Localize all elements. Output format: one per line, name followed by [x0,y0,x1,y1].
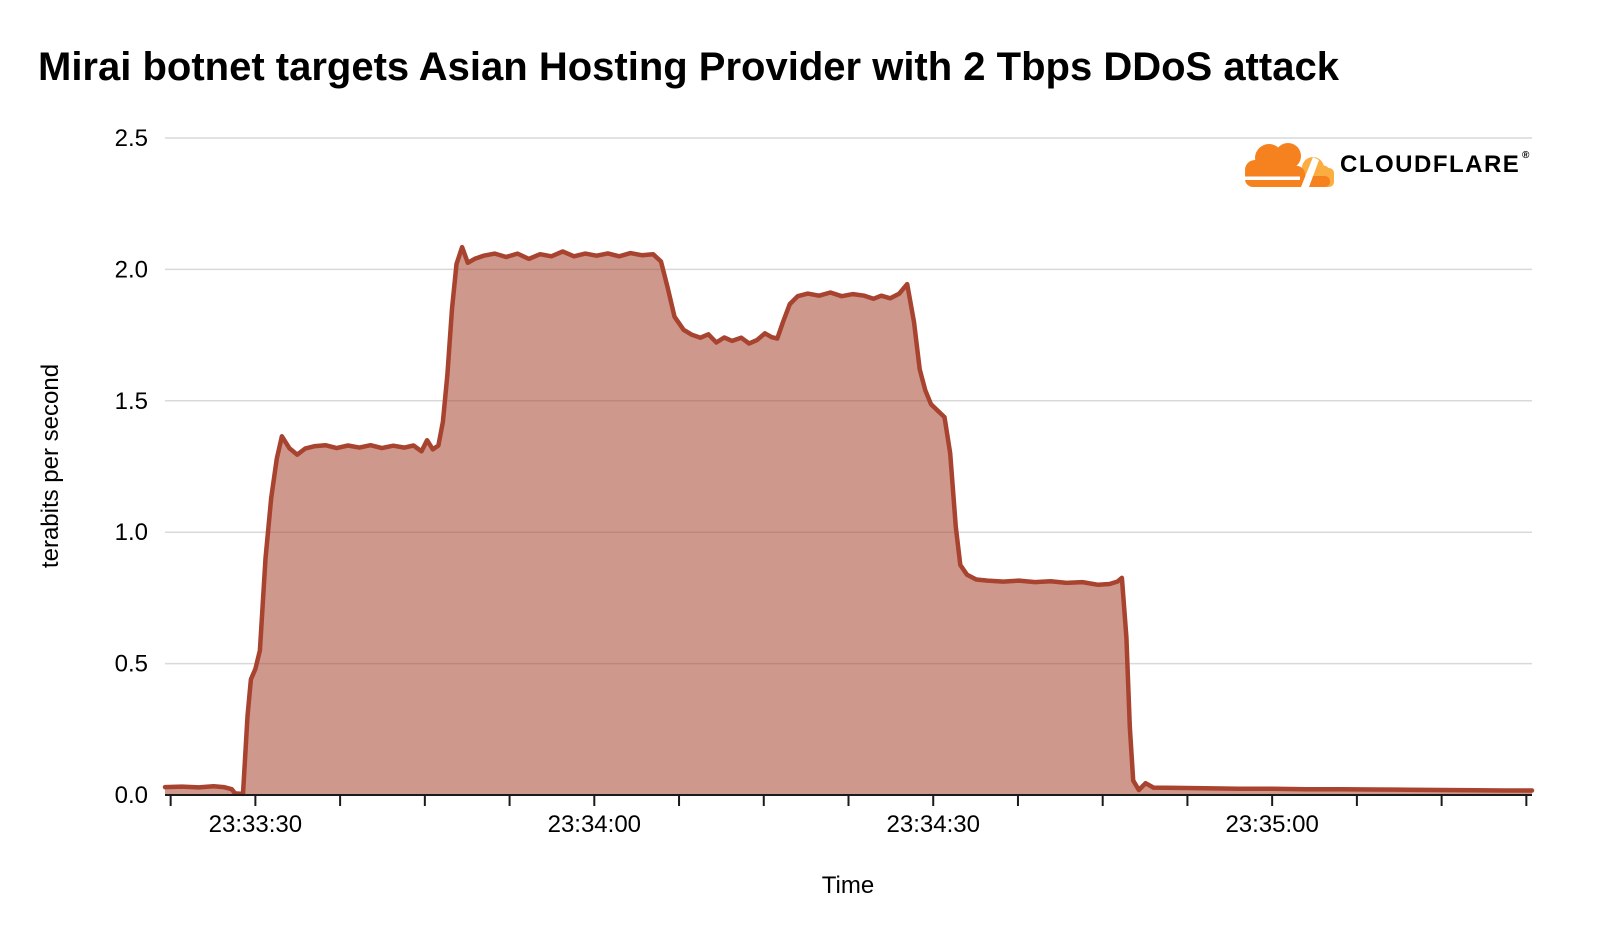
cloudflare-wordmark: CLOUDFLARE [1340,151,1520,178]
y-tick-label: 1.5 [115,388,148,415]
logo-slat-cut [1243,176,1300,180]
y-tick-label: 0.5 [115,651,148,678]
x-axis-title: Time [822,872,874,899]
logo-flash-cut [1301,157,1319,187]
x-tick-label: 23:35:00 [1225,811,1318,838]
x-tick-label: 23:34:00 [548,811,641,838]
cloudflare-cloud-icon [1243,143,1334,187]
attack-traffic-area [165,247,1532,796]
y-tick-label: 0.0 [115,782,148,809]
chart-title: Mirai botnet targets Asian Hosting Provi… [38,45,1340,89]
attack-traffic-line [162,244,1535,797]
y-tick-label: 2.0 [115,256,148,283]
cloudflare-logo: CLOUDFLARE ® [1243,143,1530,187]
x-tick-marks [169,795,1528,806]
registered-trademark-mark: ® [1522,150,1530,161]
x-tick-label: 23:34:30 [887,811,980,838]
y-tick-label: 2.5 [115,125,148,152]
y-tick-labels: 0.0 0.5 1.0 1.5 2.0 2.5 [115,125,148,809]
x-tick-label: 23:33:30 [209,811,302,838]
y-axis-title: terabits per second [37,364,64,568]
x-tick-labels: 23:33:30 23:34:00 23:34:30 23:35:00 [209,811,1319,838]
y-tick-label: 1.0 [115,519,148,546]
